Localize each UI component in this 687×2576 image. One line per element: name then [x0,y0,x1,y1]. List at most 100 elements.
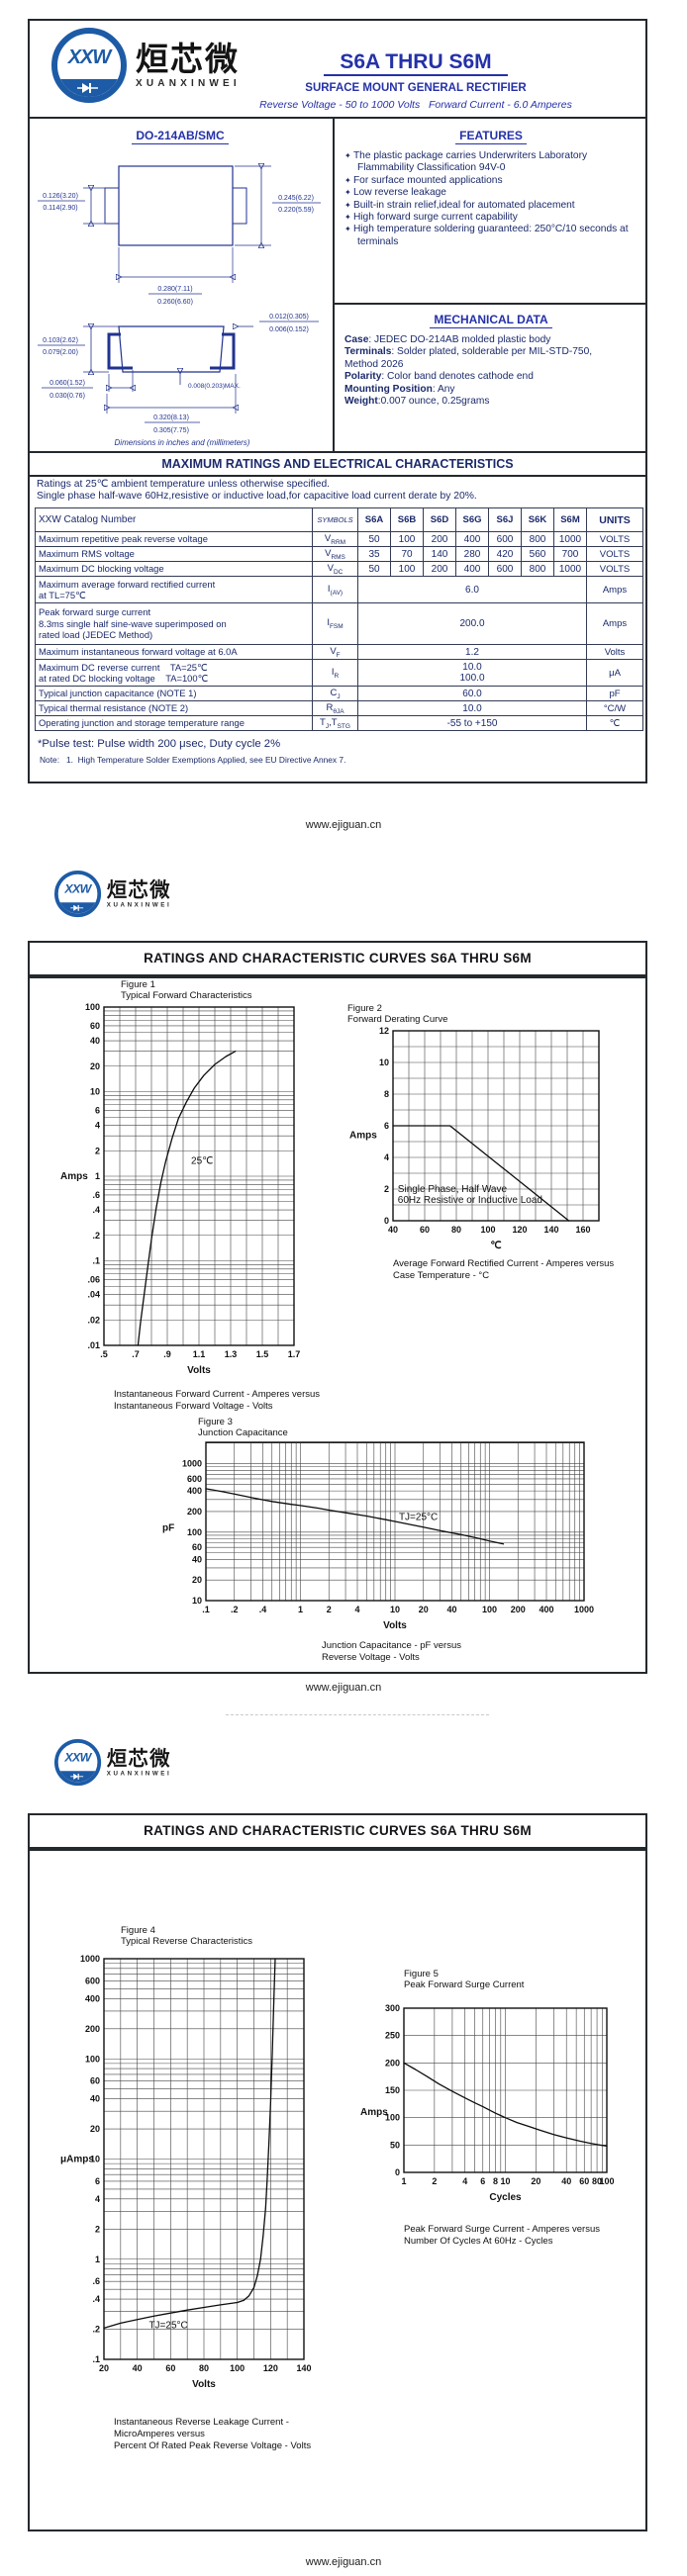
svg-text:pF: pF [162,1522,174,1533]
dim-body-span-bottom: 0.260(6.60) [157,299,193,306]
ratings-conditions: Ratings at 25℃ ambient temperature unles… [37,479,477,503]
brand-name-chinese: 烜芯微 [136,39,240,78]
svg-text:1: 1 [401,2176,406,2186]
brand-text: 烜芯微 XUANXINWEI [136,39,241,89]
caption-line: Average Forward Rectified Current - Ampe… [393,1258,615,1269]
figure-title: Typical Reverse Characteristics [121,1936,253,1947]
figure-caption: Average Forward Rectified Current - Ampe… [393,1258,635,1282]
figure-title: Forward Derating Curve [347,1014,448,1025]
figure-label: Figure 5 Peak Forward Surge Current [404,1969,655,1990]
svg-text:40: 40 [90,2094,100,2104]
svg-text:.6: .6 [92,2276,100,2286]
dim-height-bottom: 0.079(2.00) [43,349,78,356]
features-list: ✦ The plastic package carries Underwrite… [344,150,639,248]
figure-label: Figure 2 Forward Derating Curve [347,1003,635,1025]
figure-number: Figure 3 [198,1417,233,1427]
svg-text:4: 4 [354,1605,359,1614]
svg-text:200: 200 [85,2024,100,2034]
solder-exemption-note: Note: 1. High Temperature Solder Exempti… [40,755,346,765]
table-header-cell: SYMBOLS [312,507,358,532]
ratings-condition-line: Ratings at 25℃ ambient temperature unles… [37,479,331,490]
ratings-condition-line: Single phase half-wave 60Hz,resistive or… [37,491,477,502]
svg-text:40: 40 [90,1036,100,1046]
svg-text:200: 200 [385,2058,400,2068]
dim-standoff: 0.008(0.203)MAX. [188,383,241,390]
dim-lead-thickness-bottom: 0.006(0.152) [269,326,309,333]
figure-title: Junction Capacitance [198,1427,288,1438]
curves-banner: RATINGS AND CHARACTERISTIC CURVES S6A TH… [28,1813,647,1849]
svg-text:60Hz Resistive or Inductive Lo: 60Hz Resistive or Inductive Load [398,1195,542,1206]
svg-text:6: 6 [384,1121,389,1131]
dim-height-top: 0.103(2.62) [43,337,78,344]
svg-text:.5: .5 [100,1349,108,1359]
svg-text:.02: .02 [87,1315,100,1325]
diode-icon [70,904,84,911]
table-header-cell: UNITS [586,507,643,532]
svg-text:100: 100 [480,1225,495,1235]
figure-caption: Peak Forward Surge Current - Amperes ver… [404,2224,655,2248]
curves-content-box-1 [28,976,647,1674]
svg-text:4: 4 [462,2176,467,2186]
svg-text:10: 10 [390,1605,400,1614]
brand-name-chinese: 烜芯微 [106,877,171,902]
svg-text:1: 1 [95,2254,100,2264]
forward-derating-chart: 40 60 80 100 120 140 160 0 2 4 6 8 10 12 ℃ Amps Single P… [349,1026,600,1251]
svg-text:TJ=25°C: TJ=25°C [148,2320,187,2331]
svg-text:.01: .01 [87,1340,100,1350]
svg-text:1.5: 1.5 [256,1349,269,1359]
features-title: FEATURES [335,129,647,144]
svg-text:40: 40 [133,2363,143,2373]
mechanical-data-line: Mounting Position: Any [344,383,455,395]
caption-line: Number Of Cycles At 60Hz - Cycles [404,2236,553,2247]
figure-2-forward-derating: Figure 2 Forward Derating Curve 40 60 80 10… [347,1003,635,1282]
svg-text:10: 10 [90,2155,100,2164]
svg-text:400: 400 [85,1993,100,2003]
table-row: Typical thermal resistance (NOTE 2) RθJA 1… [35,700,643,716]
ratings-table-head: XXW Catalog Number SYMBOLS S6A S6B S6D S6G S6J… [35,507,643,532]
figure-number: Figure 5 [404,1969,439,1979]
svg-text:.1: .1 [202,1605,210,1614]
svg-text:Volts: Volts [383,1620,407,1631]
table-header-cell: S6M [553,507,587,532]
svg-text:200: 200 [511,1605,526,1614]
mechanical-data-list: Case: JEDEC DO-214AB molded plastic body… [344,334,639,408]
svg-text:1000: 1000 [574,1605,594,1614]
svg-text:40: 40 [192,1554,202,1564]
svg-text:2: 2 [432,2176,437,2186]
svg-text:.04: .04 [87,1290,100,1300]
figure-title: Peak Forward Surge Current [404,1979,525,1990]
svg-text:150: 150 [385,2085,400,2095]
svg-text:1: 1 [298,1605,303,1614]
svg-text:10: 10 [192,1596,202,1606]
figure-label: Figure 3 Junction Capacitance [198,1417,626,1438]
svg-text:.9: .9 [163,1349,171,1359]
table-header-cell: S6G [455,507,489,532]
svg-text:100: 100 [599,2176,614,2186]
diode-icon [70,1773,84,1780]
svg-text:0: 0 [384,1216,389,1226]
svg-text:2: 2 [95,1146,100,1155]
ratings-box: MAXIMUM RATINGS AND ELECTRICAL CHARACTER… [28,451,647,783]
feature-item: ✦ For surface mounted applications [344,174,503,186]
dim-body-width-top: 0.126(3.20) [43,193,78,200]
dim-body-width-bottom: 0.114(2.90) [43,205,77,212]
svg-text:Volts: Volts [187,1365,211,1376]
logo-mark: XXW [54,1739,102,1787]
svg-text:1.7: 1.7 [288,1349,301,1359]
svg-text:60: 60 [420,1225,430,1235]
svg-text:400: 400 [187,1486,202,1496]
svg-text:1000: 1000 [80,1954,100,1964]
figure-number: Figure 4 [121,1925,155,1936]
svg-text:120: 120 [263,2363,278,2373]
table-row: Maximum DC reverse current TA=25℃ at rate… [35,659,643,687]
curves-banner: RATINGS AND CHARACTERISTIC CURVES S6A TH… [28,941,647,976]
footer-url: www.ejiguan.cn [305,2556,382,2568]
svg-text:6: 6 [480,2176,485,2186]
dim-lead-thickness-top: 0.012(0.305) [269,314,309,321]
feature-bullet-icon: ✦ [344,225,353,234]
logo-mark: XXW [54,871,102,918]
svg-text:120: 120 [512,1225,527,1235]
features-mechanical-divider [335,303,647,305]
svg-text:160: 160 [575,1225,590,1235]
